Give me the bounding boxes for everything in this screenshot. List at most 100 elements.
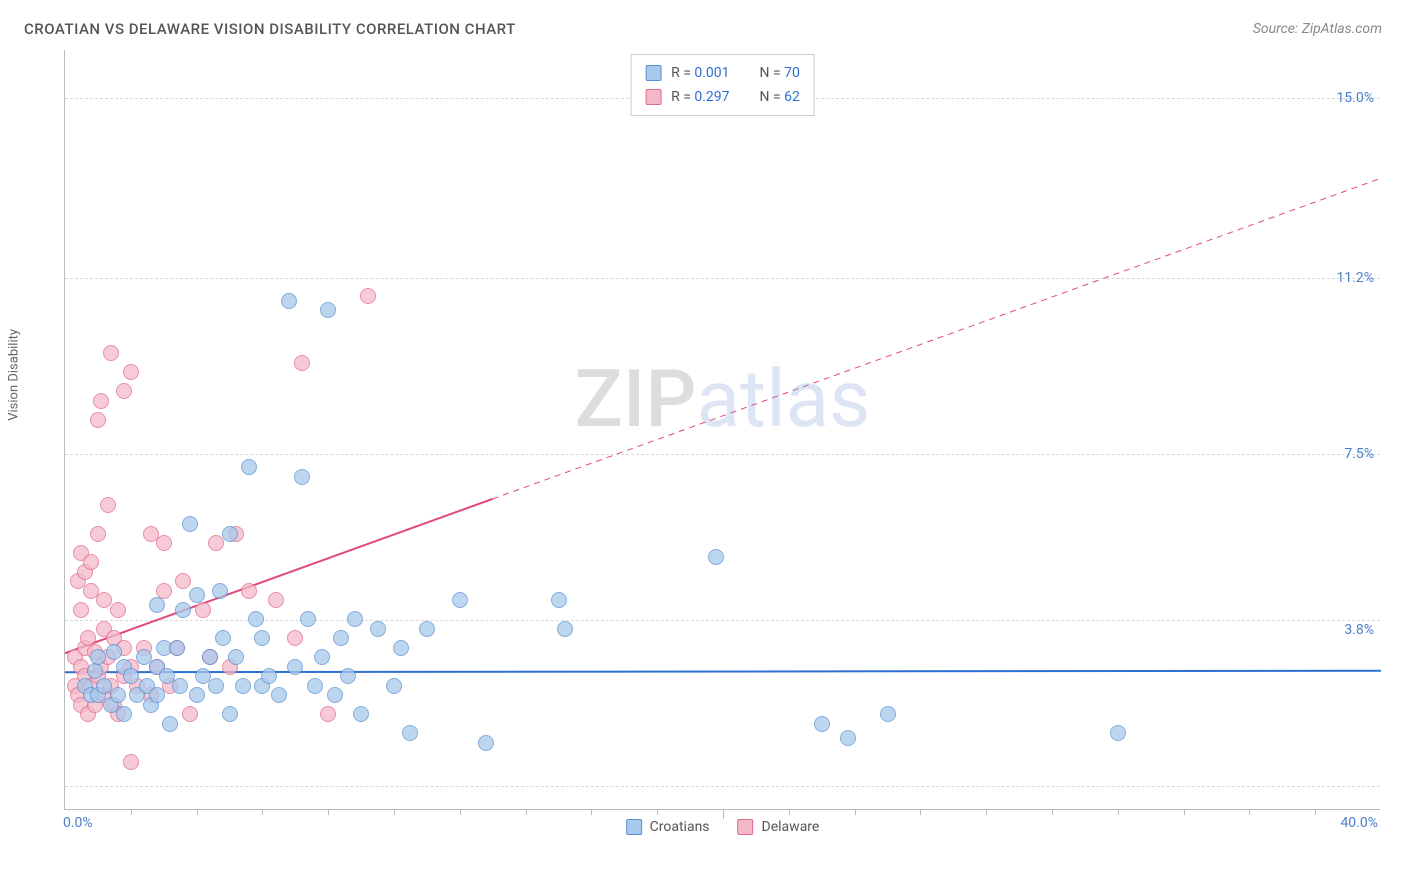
- legend-swatch: [645, 65, 661, 81]
- data-point-delaware: [90, 412, 106, 428]
- x-tick-mark: [1052, 809, 1053, 815]
- legend-swatch: [738, 819, 754, 835]
- x-tick-mark: [920, 809, 921, 815]
- data-point-delaware: [175, 573, 191, 589]
- y-tick-label: 7.5%: [1344, 446, 1374, 462]
- data-point-croatians: [228, 649, 244, 665]
- legend-item: Delaware: [738, 819, 820, 835]
- data-point-delaware: [241, 583, 257, 599]
- data-point-croatians: [110, 687, 126, 703]
- x-tick-mark: [460, 809, 461, 815]
- data-point-croatians: [1110, 725, 1126, 741]
- x-tick-mark: [131, 809, 132, 815]
- data-point-delaware: [287, 630, 303, 646]
- y-tick-label: 11.2%: [1336, 270, 1374, 286]
- data-point-croatians: [222, 526, 238, 542]
- legend-swatch: [645, 89, 661, 105]
- data-point-delaware: [73, 602, 89, 618]
- x-tick-label: 0.0%: [63, 815, 93, 831]
- data-point-delaware: [110, 602, 126, 618]
- legend-n-label: N = 62: [760, 85, 800, 109]
- data-point-delaware: [182, 706, 198, 722]
- x-tick-mark: [986, 809, 987, 815]
- gridline: [65, 786, 1380, 787]
- data-point-croatians: [402, 725, 418, 741]
- data-point-delaware: [268, 592, 284, 608]
- legend-n-label: N = 70: [760, 61, 800, 85]
- data-point-croatians: [314, 649, 330, 665]
- data-point-croatians: [294, 469, 310, 485]
- data-point-delaware: [116, 383, 132, 399]
- x-tick-mark: [1184, 809, 1185, 815]
- data-point-croatians: [452, 592, 468, 608]
- data-point-croatians: [106, 644, 122, 660]
- data-point-croatians: [248, 611, 264, 627]
- data-point-delaware: [294, 355, 310, 371]
- legend-stats: R = 0.001 N = 70 R = 0.297 N = 62: [630, 54, 815, 116]
- x-tick-mark: [657, 809, 658, 815]
- data-point-croatians: [212, 583, 228, 599]
- data-point-croatians: [281, 293, 297, 309]
- data-point-croatians: [393, 640, 409, 656]
- x-tick-mark: [328, 809, 329, 815]
- x-tick-mark: [394, 809, 395, 815]
- data-point-croatians: [557, 621, 573, 637]
- x-tick-mark-major: [723, 809, 724, 819]
- legend-r-label: R = 0.001: [671, 61, 729, 85]
- data-point-delaware: [103, 345, 119, 361]
- data-point-delaware: [83, 554, 99, 570]
- data-point-delaware: [100, 497, 116, 513]
- data-point-croatians: [254, 630, 270, 646]
- chart-source: Source: ZipAtlas.com: [1253, 21, 1382, 37]
- data-point-croatians: [271, 687, 287, 703]
- watermark: ZIPatlas: [575, 352, 871, 446]
- data-point-croatians: [189, 587, 205, 603]
- data-point-croatians: [333, 630, 349, 646]
- watermark-atlas: atlas: [697, 352, 871, 446]
- legend-series: Croatians Delaware: [626, 819, 820, 835]
- data-point-croatians: [370, 621, 386, 637]
- data-point-delaware: [320, 706, 336, 722]
- data-point-delaware: [123, 364, 139, 380]
- trend-lines: [65, 50, 1381, 810]
- data-point-croatians: [261, 668, 277, 684]
- x-tick-mark: [526, 809, 527, 815]
- data-point-croatians: [307, 678, 323, 694]
- x-tick-mark: [789, 809, 790, 815]
- legend-item: Croatians: [626, 819, 710, 835]
- x-tick-mark: [262, 809, 263, 815]
- data-point-croatians: [840, 730, 856, 746]
- data-point-croatians: [208, 678, 224, 694]
- data-point-croatians: [182, 516, 198, 532]
- data-point-croatians: [320, 302, 336, 318]
- data-point-croatians: [287, 659, 303, 675]
- data-point-croatians: [340, 668, 356, 684]
- data-point-delaware: [93, 393, 109, 409]
- chart-title: CROATIAN VS DELAWARE VISION DISABILITY C…: [24, 20, 516, 38]
- data-point-croatians: [478, 735, 494, 751]
- data-point-croatians: [172, 678, 188, 694]
- legend-label: Delaware: [762, 819, 820, 835]
- x-tick-mark: [197, 809, 198, 815]
- data-point-croatians: [149, 597, 165, 613]
- legend-swatch: [626, 819, 642, 835]
- watermark-zip: ZIP: [575, 352, 697, 446]
- x-tick-mark: [1118, 809, 1119, 815]
- data-point-delaware: [90, 526, 106, 542]
- data-point-croatians: [235, 678, 251, 694]
- data-point-croatians: [327, 687, 343, 703]
- data-point-croatians: [87, 663, 103, 679]
- data-point-croatians: [189, 687, 205, 703]
- legend-stat-row-delaware: R = 0.297 N = 62: [645, 85, 800, 109]
- x-tick-mark: [1315, 809, 1316, 815]
- data-point-delaware: [195, 602, 211, 618]
- data-point-croatians: [551, 592, 567, 608]
- data-point-croatians: [90, 649, 106, 665]
- data-point-delaware: [156, 535, 172, 551]
- y-tick-label: 15.0%: [1336, 90, 1374, 106]
- data-point-croatians: [347, 611, 363, 627]
- data-point-croatians: [169, 640, 185, 656]
- data-point-croatians: [814, 716, 830, 732]
- x-tick-mark: [855, 809, 856, 815]
- legend-r-label: R = 0.297: [671, 85, 729, 109]
